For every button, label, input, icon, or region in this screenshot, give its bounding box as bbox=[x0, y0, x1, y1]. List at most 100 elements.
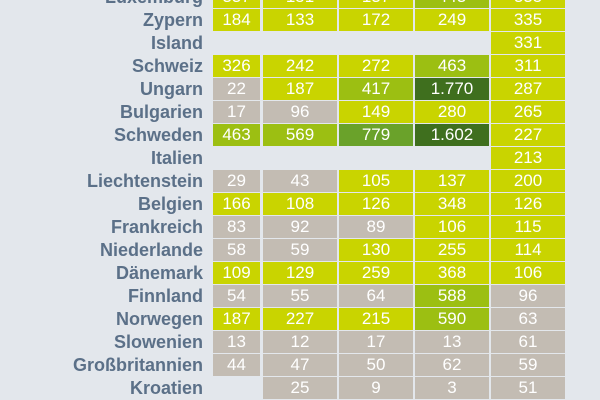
table-cell: 106 bbox=[415, 216, 489, 238]
table-cell: 184 bbox=[213, 9, 260, 31]
table-cell: 59 bbox=[263, 239, 337, 261]
table-row: Bulgarien 17 96 149 280 265 bbox=[0, 101, 600, 124]
table-cell: 89 bbox=[339, 216, 413, 238]
table-cell: 106 bbox=[491, 262, 565, 284]
table-cell: 12 bbox=[263, 331, 337, 353]
table-cell: 29 bbox=[213, 170, 260, 192]
row-label: Dänemark bbox=[115, 263, 203, 283]
table-cell: 348 bbox=[415, 193, 489, 215]
row-label: Frankreich bbox=[110, 217, 203, 237]
table-row: Luxemburg 337151137443335 bbox=[0, 0, 600, 9]
row-label: Luxemburg bbox=[0, 0, 203, 9]
table-cell: 443 bbox=[415, 0, 489, 8]
table-cell: 92 bbox=[263, 216, 337, 238]
table-cell: 64 bbox=[339, 285, 413, 307]
table-cell: 54 bbox=[213, 285, 260, 307]
table-cell: 109 bbox=[213, 262, 260, 284]
table-cell: 137 bbox=[415, 170, 489, 192]
table-cell: 335 bbox=[491, 0, 565, 8]
table-cell: 200 bbox=[491, 170, 565, 192]
row-label: Kroatien bbox=[129, 378, 203, 398]
table-cell: 417 bbox=[339, 78, 413, 100]
table-row: Liechtenstein 29 43 105 137 200 bbox=[0, 170, 600, 193]
row-label: Schweiz bbox=[131, 56, 203, 76]
table-cell: 463 bbox=[213, 124, 260, 146]
table-cell: 50 bbox=[339, 354, 413, 376]
table-cell: 242 bbox=[263, 55, 337, 77]
row-label: Großbritannien bbox=[73, 355, 203, 375]
table-cell: 779 bbox=[339, 124, 413, 146]
table-cell: 255 bbox=[415, 239, 489, 261]
table-cell: 1.770 bbox=[415, 78, 489, 100]
table-cell: 187 bbox=[263, 78, 337, 100]
table-cell: 13 bbox=[213, 331, 260, 353]
table-row: Belgien 166 108 126 348 126 bbox=[0, 193, 600, 216]
table-row: Großbritannien 44 47 50 62 59 bbox=[0, 354, 600, 377]
table-row: Schweden 463 569 779 1.602 227 bbox=[0, 124, 600, 147]
table-cell: 44 bbox=[213, 354, 260, 376]
table-cell: 287 bbox=[491, 78, 565, 100]
table-row: Kroatien 25 9 3 51 bbox=[0, 377, 600, 400]
table-cell: 51 bbox=[491, 377, 565, 399]
table-cell: 172 bbox=[339, 9, 413, 31]
row-label: Norwegen bbox=[115, 309, 203, 329]
table-cell: 280 bbox=[415, 101, 489, 123]
table-row: Norwegen 187 227 215 590 63 bbox=[0, 308, 600, 331]
table-cell: 3 bbox=[415, 377, 489, 399]
table-row: Island 331 bbox=[0, 32, 600, 55]
table-cell: 108 bbox=[263, 193, 337, 215]
table-cell: 137 bbox=[339, 0, 413, 8]
table-row: Zypern 184 133 172 249 335 bbox=[0, 9, 600, 32]
table-cell: 326 bbox=[213, 55, 260, 77]
table-cell: 249 bbox=[415, 9, 489, 31]
table-cell: 9 bbox=[339, 377, 413, 399]
table-cell: 47 bbox=[263, 354, 337, 376]
table-cell: 63 bbox=[491, 308, 565, 330]
row-label: Liechtenstein bbox=[86, 171, 203, 191]
table-cell: 13 bbox=[415, 331, 489, 353]
row-label: Finnland bbox=[128, 286, 203, 306]
table-cell: 227 bbox=[263, 308, 337, 330]
row-label: Bulgarien bbox=[119, 102, 203, 122]
table-cell: 130 bbox=[339, 239, 413, 261]
table-cell: 96 bbox=[491, 285, 565, 307]
table-cell: 25 bbox=[263, 377, 337, 399]
table-row: Slowenien 13 12 17 13 61 bbox=[0, 331, 600, 354]
row-label: Island bbox=[150, 33, 203, 53]
table-row: Italien 213 bbox=[0, 147, 600, 170]
table-cell: 368 bbox=[415, 262, 489, 284]
table-cell: 126 bbox=[339, 193, 413, 215]
table-cell: 43 bbox=[263, 170, 337, 192]
table-row: Schweiz 326 242 272 463 311 bbox=[0, 55, 600, 78]
row-label: Zypern bbox=[142, 10, 203, 30]
table-cell: 331 bbox=[491, 32, 565, 54]
table-cell: 149 bbox=[339, 101, 413, 123]
row-label: Schweden bbox=[113, 125, 203, 145]
table-row: Dänemark 109 129 259 368 106 bbox=[0, 262, 600, 285]
table-cell: 129 bbox=[263, 262, 337, 284]
table-cell: 335 bbox=[491, 9, 565, 31]
table-cell: 569 bbox=[263, 124, 337, 146]
table-cell: 17 bbox=[213, 101, 260, 123]
table-cell: 1.602 bbox=[415, 124, 489, 146]
table-cell: 22 bbox=[213, 78, 260, 100]
table-row: Niederlande 58 59 130 255 114 bbox=[0, 239, 600, 262]
table-cell: 151 bbox=[263, 0, 337, 8]
table-cell: 133 bbox=[263, 9, 337, 31]
table-cell: 17 bbox=[339, 331, 413, 353]
table-cell: 215 bbox=[339, 308, 413, 330]
table-cell: 259 bbox=[339, 262, 413, 284]
table-cell: 265 bbox=[491, 101, 565, 123]
table-cell: 61 bbox=[491, 331, 565, 353]
row-label: Ungarn bbox=[140, 79, 203, 99]
table-cell: 62 bbox=[415, 354, 489, 376]
table-cell: 463 bbox=[415, 55, 489, 77]
table-cell: 272 bbox=[339, 55, 413, 77]
table-cell: 126 bbox=[491, 193, 565, 215]
row-label: Italien bbox=[150, 148, 203, 168]
table-cell: 58 bbox=[213, 239, 260, 261]
row-label: Belgien bbox=[137, 194, 203, 214]
table-cell: 83 bbox=[213, 216, 260, 238]
table-cell: 59 bbox=[491, 354, 565, 376]
